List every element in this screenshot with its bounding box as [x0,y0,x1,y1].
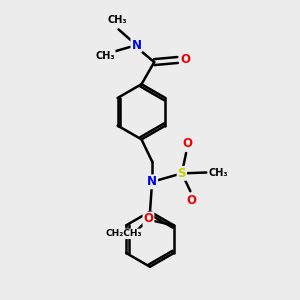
Text: O: O [180,53,190,67]
Text: CH₃: CH₃ [95,51,115,61]
Text: CH₂CH₃: CH₂CH₃ [106,230,142,238]
Text: O: O [182,137,192,150]
Text: CH₃: CH₃ [107,15,127,25]
Text: O: O [186,194,196,207]
Text: N: N [147,175,157,188]
Text: S: S [178,167,186,180]
Text: N: N [131,39,141,52]
Text: O: O [143,212,153,226]
Text: CH₃: CH₃ [208,167,228,178]
